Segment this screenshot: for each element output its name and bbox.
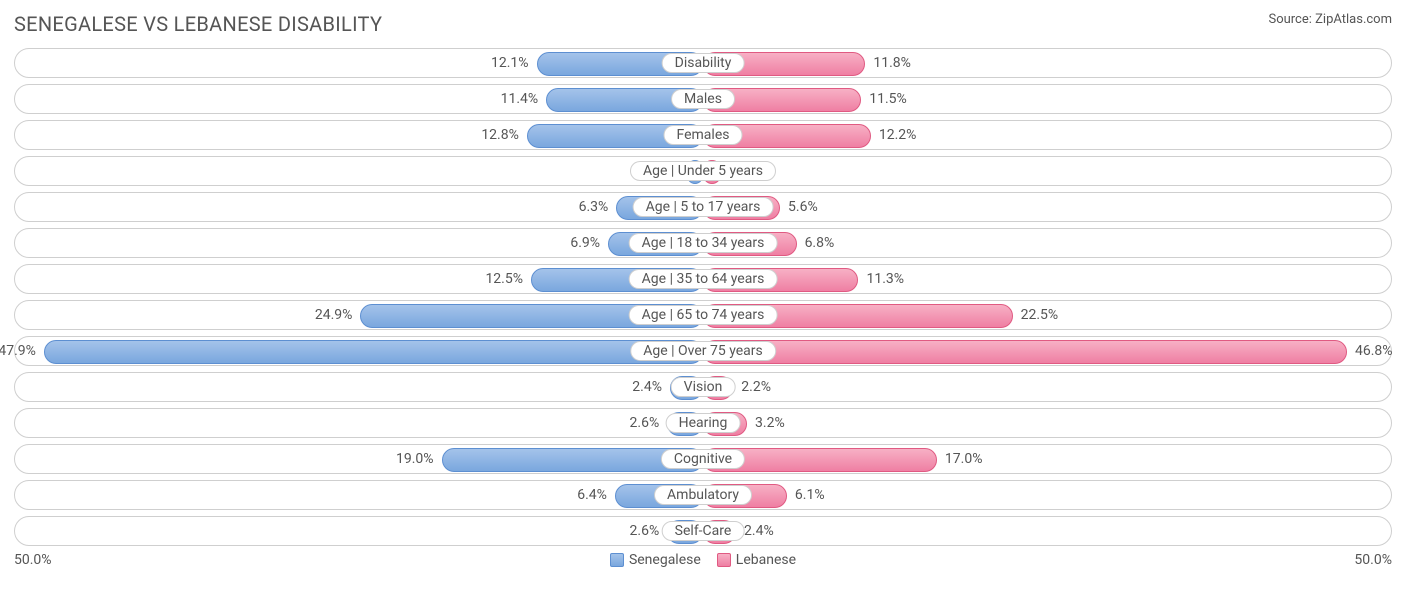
axis-max-left: 50.0%	[14, 552, 52, 568]
legend-item-left: Senegalese	[610, 552, 701, 568]
chart-row: 47.9%46.8%Age | Over 75 years	[14, 336, 1392, 366]
value-right: 11.8%	[873, 55, 911, 71]
legend-item-right: Lebanese	[717, 552, 796, 568]
bar-left	[44, 340, 703, 364]
legend-label-left: Senegalese	[629, 552, 701, 568]
chart-footer: 50.0% Senegalese Lebanese 50.0%	[14, 552, 1392, 568]
chart-row: 2.4% 2.2% Vision	[14, 372, 1392, 402]
category-label: Disability	[662, 53, 745, 73]
value-left: 2.6%	[630, 523, 660, 539]
value-right: 6.8%	[805, 235, 835, 251]
chart-source: Source: ZipAtlas.com	[1268, 12, 1392, 27]
category-label: Age | Under 5 years	[630, 161, 776, 181]
legend-swatch-left	[610, 553, 624, 567]
value-left: 24.9%	[315, 307, 353, 323]
legend-label-right: Lebanese	[736, 552, 796, 568]
chart-row: 11.4% 11.5% Males	[14, 84, 1392, 114]
category-label: Self-Care	[662, 521, 745, 541]
category-label: Age | 35 to 64 years	[629, 269, 778, 289]
category-label: Age | 65 to 74 years	[629, 305, 778, 325]
value-right: 2.2%	[741, 379, 771, 395]
chart-row: 12.1% 11.8% Disability	[14, 48, 1392, 78]
value-left: 2.6%	[630, 415, 660, 431]
chart-row: 6.4% 6.1% Ambulatory	[14, 480, 1392, 510]
value-right: 11.5%	[869, 91, 907, 107]
category-label: Males	[671, 89, 735, 109]
value-right: 5.6%	[788, 199, 818, 215]
value-left: 11.4%	[501, 91, 539, 107]
category-label: Females	[664, 125, 743, 145]
chart-row: 1.2%1.3%Age | Under 5 years	[14, 156, 1392, 186]
chart-title: SENEGALESE VS LEBANESE DISABILITY	[14, 12, 382, 36]
chart-header: SENEGALESE VS LEBANESE DISABILITY Source…	[14, 12, 1392, 36]
value-left: 2.4%	[632, 379, 662, 395]
value-right: 12.2%	[879, 127, 917, 143]
chart-row: 2.6% 3.2% Hearing	[14, 408, 1392, 438]
value-left: 6.4%	[577, 487, 607, 503]
value-right: 6.1%	[795, 487, 825, 503]
value-right: 17.0%	[945, 451, 983, 467]
value-right: 22.5%	[1021, 307, 1059, 323]
value-right: 2.4%	[744, 523, 774, 539]
chart-row: 6.9% 6.8% Age | 18 to 34 years	[14, 228, 1392, 258]
category-label: Age | 5 to 17 years	[633, 197, 774, 217]
value-left: 47.9%	[0, 343, 36, 359]
chart-row: 2.6% 2.4%Self-Care	[14, 516, 1392, 546]
value-left: 12.8%	[481, 127, 519, 143]
chart-row: 19.0% 17.0% Cognitive	[14, 444, 1392, 474]
category-label: Age | Over 75 years	[630, 341, 776, 361]
value-left: 12.1%	[491, 55, 529, 71]
chart-row: 12.5% 11.3% Age | 35 to 64 years	[14, 264, 1392, 294]
category-label: Age | 18 to 34 years	[629, 233, 778, 253]
category-label: Hearing	[666, 413, 741, 433]
bar-right	[703, 340, 1347, 364]
value-right: 46.8%	[1355, 343, 1393, 359]
value-left: 12.5%	[485, 271, 523, 287]
value-right: 11.3%	[866, 271, 904, 287]
chart-row: 24.9% 22.5% Age | 65 to 74 years	[14, 300, 1392, 330]
value-left: 19.0%	[396, 451, 434, 467]
value-right: 3.2%	[755, 415, 785, 431]
chart-row: 6.3% 5.6% Age | 5 to 17 years	[14, 192, 1392, 222]
category-label: Cognitive	[661, 449, 745, 469]
value-left: 6.3%	[579, 199, 609, 215]
chart-row: 12.8% 12.2% Females	[14, 120, 1392, 150]
legend-swatch-right	[717, 553, 731, 567]
axis-max-right: 50.0%	[1354, 552, 1392, 568]
butterfly-chart: 12.1% 11.8% Disability 11.4% 11.5% Males 12.8%…	[14, 48, 1392, 546]
category-label: Vision	[671, 377, 736, 397]
category-label: Ambulatory	[654, 485, 752, 505]
chart-legend: Senegalese Lebanese	[610, 552, 796, 568]
value-left: 6.9%	[570, 235, 600, 251]
